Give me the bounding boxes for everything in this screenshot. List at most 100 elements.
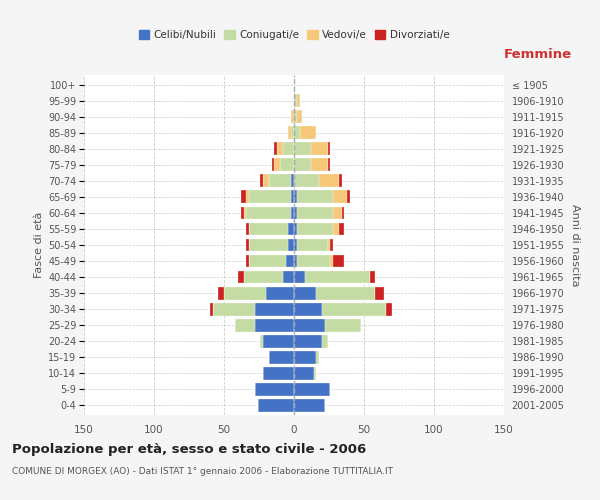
- Bar: [238, 270, 244, 283]
- Bar: [247, 254, 249, 268]
- Bar: [255, 383, 294, 396]
- Bar: [247, 190, 249, 203]
- Bar: [249, 254, 286, 268]
- Bar: [277, 142, 283, 155]
- Bar: [316, 286, 375, 300]
- Y-axis label: Fasce di età: Fasce di età: [34, 212, 44, 278]
- Bar: [370, 270, 375, 283]
- Bar: [260, 335, 263, 347]
- Bar: [297, 206, 333, 220]
- Bar: [294, 319, 325, 332]
- Text: Popolazione per età, sesso e stato civile - 2006: Popolazione per età, sesso e stato civil…: [12, 442, 366, 456]
- Bar: [235, 319, 255, 332]
- Bar: [280, 158, 294, 171]
- Bar: [294, 94, 297, 107]
- Bar: [263, 367, 294, 380]
- Bar: [291, 206, 294, 220]
- Bar: [294, 238, 297, 252]
- Bar: [249, 238, 289, 252]
- Bar: [213, 302, 255, 316]
- Bar: [339, 174, 341, 188]
- Bar: [291, 174, 294, 188]
- Bar: [294, 302, 322, 316]
- Bar: [294, 254, 297, 268]
- Bar: [333, 222, 339, 235]
- Bar: [283, 142, 294, 155]
- Bar: [294, 206, 297, 220]
- Text: COMUNE DI MORGEX (AO) - Dati ISTAT 1° gennaio 2006 - Elaborazione TUTTITALIA.IT: COMUNE DI MORGEX (AO) - Dati ISTAT 1° ge…: [12, 468, 393, 476]
- Bar: [249, 222, 289, 235]
- Bar: [322, 302, 386, 316]
- Bar: [294, 335, 322, 347]
- Bar: [272, 158, 274, 171]
- Bar: [286, 254, 294, 268]
- Bar: [294, 158, 311, 171]
- Bar: [289, 238, 294, 252]
- Bar: [294, 367, 314, 380]
- Bar: [291, 190, 294, 203]
- Bar: [263, 174, 269, 188]
- Bar: [289, 126, 291, 139]
- Bar: [297, 238, 328, 252]
- Bar: [297, 110, 302, 123]
- Y-axis label: Anni di nascita: Anni di nascita: [570, 204, 580, 286]
- Bar: [244, 270, 283, 283]
- Bar: [294, 399, 325, 412]
- Bar: [294, 351, 316, 364]
- Bar: [294, 222, 297, 235]
- Bar: [339, 222, 344, 235]
- Bar: [328, 238, 331, 252]
- Bar: [291, 126, 294, 139]
- Bar: [294, 174, 319, 188]
- Bar: [218, 286, 224, 300]
- Bar: [319, 174, 339, 188]
- Bar: [260, 174, 263, 188]
- Bar: [331, 238, 333, 252]
- Bar: [241, 206, 244, 220]
- Bar: [297, 94, 299, 107]
- Bar: [269, 351, 294, 364]
- Bar: [210, 302, 213, 316]
- Bar: [294, 142, 311, 155]
- Bar: [297, 222, 333, 235]
- Bar: [266, 286, 294, 300]
- Bar: [328, 158, 331, 171]
- Bar: [274, 142, 277, 155]
- Bar: [294, 126, 299, 139]
- Bar: [241, 190, 247, 203]
- Bar: [333, 206, 341, 220]
- Bar: [247, 238, 249, 252]
- Bar: [386, 302, 392, 316]
- Bar: [291, 110, 294, 123]
- Bar: [255, 302, 294, 316]
- Legend: Celibi/Nubili, Coniugati/e, Vedovi/e, Divorziati/e: Celibi/Nubili, Coniugati/e, Vedovi/e, Di…: [134, 26, 454, 44]
- Bar: [289, 222, 294, 235]
- Bar: [247, 222, 249, 235]
- Bar: [299, 126, 316, 139]
- Bar: [305, 270, 370, 283]
- Bar: [333, 254, 344, 268]
- Bar: [294, 190, 297, 203]
- Bar: [331, 254, 333, 268]
- Bar: [314, 367, 316, 380]
- Bar: [274, 158, 280, 171]
- Bar: [263, 335, 294, 347]
- Bar: [316, 351, 319, 364]
- Bar: [322, 335, 328, 347]
- Bar: [257, 399, 294, 412]
- Bar: [375, 286, 383, 300]
- Bar: [249, 190, 291, 203]
- Bar: [294, 270, 305, 283]
- Bar: [297, 190, 333, 203]
- Bar: [341, 206, 344, 220]
- Bar: [283, 270, 294, 283]
- Bar: [311, 158, 328, 171]
- Text: Femmine: Femmine: [503, 48, 572, 62]
- Bar: [328, 142, 331, 155]
- Bar: [297, 254, 331, 268]
- Bar: [311, 142, 328, 155]
- Bar: [247, 206, 291, 220]
- Bar: [224, 286, 266, 300]
- Bar: [294, 110, 297, 123]
- Bar: [294, 286, 316, 300]
